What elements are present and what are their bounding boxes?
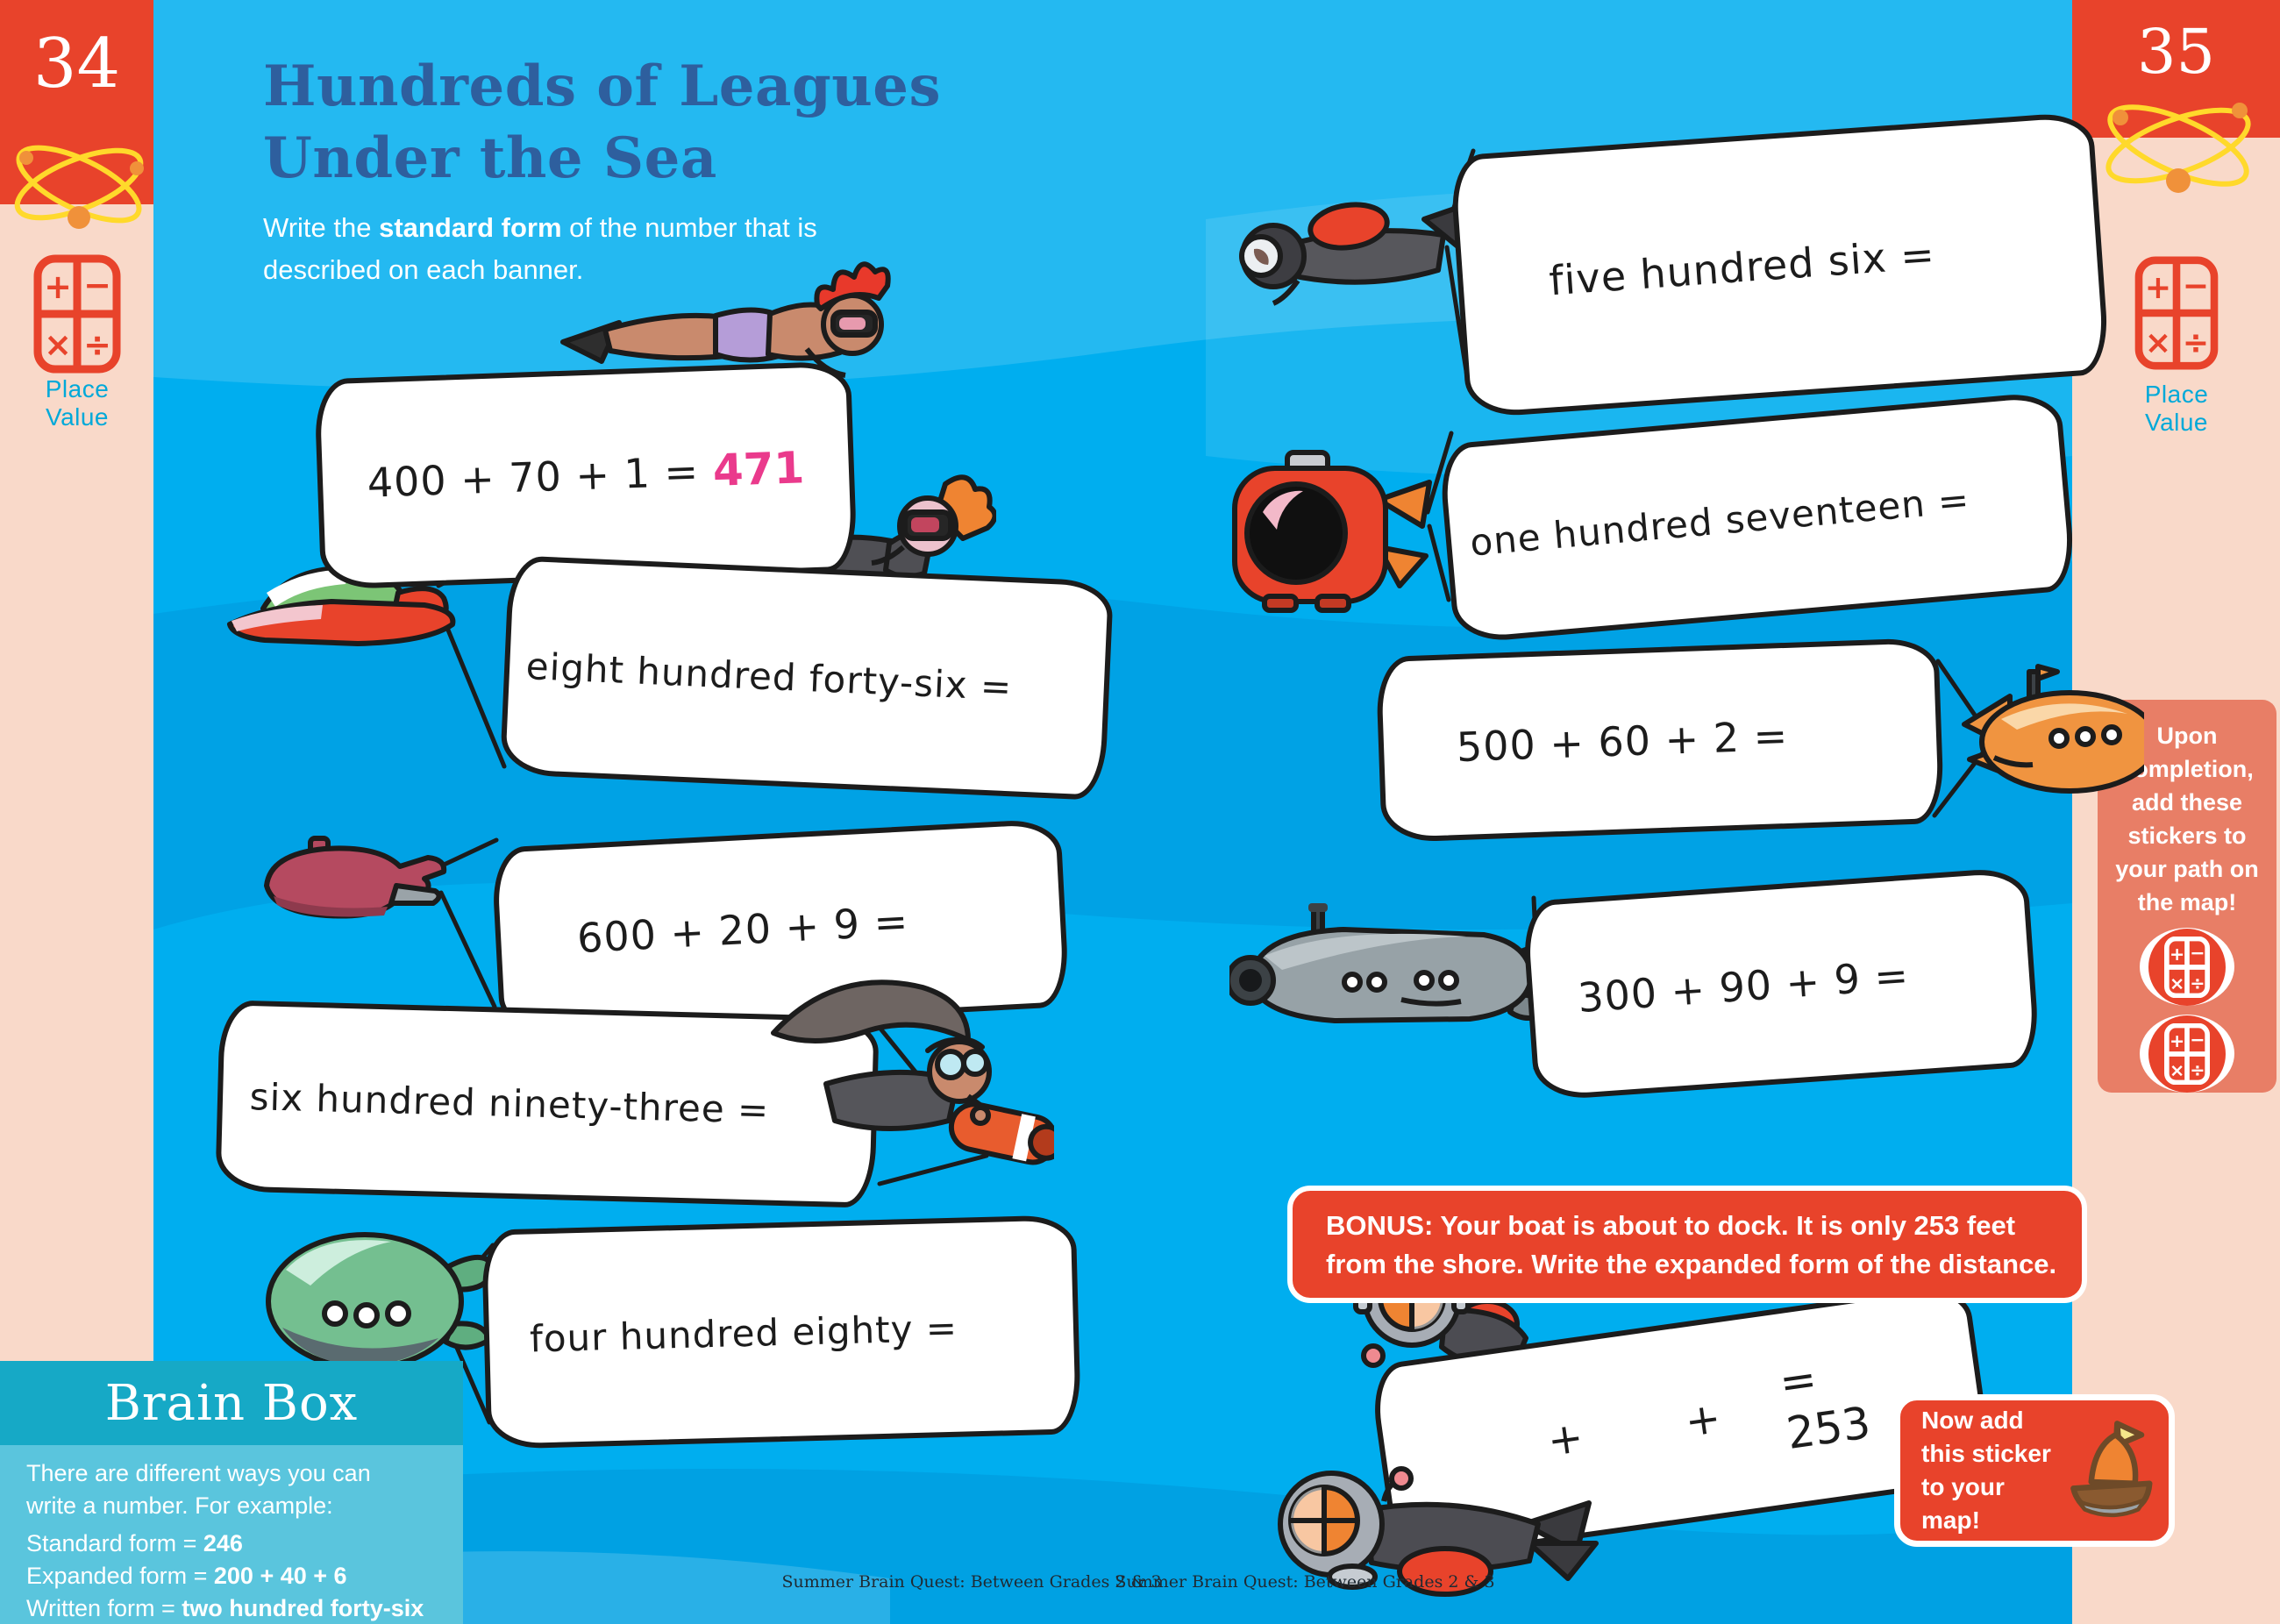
helmet-diver-bottom-illustration (1278, 1466, 1599, 1597)
brain-box-intro-line1: There are different ways you can (26, 1460, 371, 1486)
instructions-bold: standard form (379, 212, 562, 243)
diver-red-tank-illustration (1239, 201, 1471, 306)
svg-text:+: + (2170, 1029, 2184, 1051)
banner-text: eight hundred forty-six = (524, 644, 1014, 709)
footer-credit-right: Summer Brain Quest: Between Grades 2 & 3 (1115, 1572, 1495, 1592)
bonus-blank-3[interactable] (1717, 1386, 1786, 1441)
math-sticker[interactable]: + − × ÷ (2140, 928, 2234, 1006)
answer-blank[interactable] (1907, 947, 1985, 998)
svg-text:−: − (2183, 267, 2209, 304)
page-title-line1: Hundreds of Leagues (263, 53, 941, 119)
answer-blank[interactable] (908, 894, 986, 943)
svg-text:+: + (2170, 943, 2184, 964)
sailboat-icon (2070, 1421, 2153, 1518)
banner-expanded-500-60-2: 500 + 60 + 2 = (1375, 637, 1945, 844)
banner-text: one hundred seventeen = (1468, 477, 1971, 565)
svg-text:+: + (2145, 268, 2171, 306)
row-label: Expanded form = (26, 1563, 214, 1589)
brain-box-header: Brain Box (0, 1361, 463, 1445)
left-page-number-box: 34 (0, 0, 153, 204)
bonus-equals: = 253 (1776, 1353, 1874, 1459)
diver-with-scooter-illustration (771, 979, 1054, 1165)
svg-text:−: − (2190, 1029, 2205, 1050)
footer-credit-left: Summer Brain Quest: Between Grades 2 & 3 (781, 1572, 1162, 1592)
banner-text: four hundred eighty = (529, 1306, 958, 1361)
banner-text: six hundred ninety-three = (249, 1074, 770, 1132)
banner-text: five hundred six = (1547, 230, 1937, 305)
row-label: Standard form = (26, 1530, 203, 1556)
answer-blank[interactable] (1934, 226, 2012, 277)
gray-submarine-illustration (1229, 903, 1557, 1023)
banner-expanded-400-70-1: 400 + 70 + 1 = 471 (313, 360, 859, 590)
instructions-prefix: Write the (263, 212, 380, 243)
answer-blank[interactable] (1787, 710, 1864, 759)
diving-bell-illustration (1232, 450, 1432, 613)
svg-text:÷: ÷ (83, 325, 111, 364)
brain-box-row: Standard form = 246 (26, 1528, 463, 1560)
banner-written-846: eight hundred forty-six = (499, 555, 1115, 801)
svg-text:×: × (44, 325, 72, 364)
atom-icon (2105, 103, 2251, 193)
svg-text:×: × (2170, 972, 2184, 994)
brain-box: Brain Box There are different ways you c… (0, 1361, 463, 1624)
swimmer-illustration (560, 261, 891, 378)
brain-box-row: Expanded form = 200 + 40 + 6 (26, 1560, 463, 1592)
right-category-label: Place Value (2144, 381, 2209, 436)
red-boat-illustration (227, 566, 456, 646)
bonus-line2: from the shore. Write the expanded form … (1326, 1249, 2057, 1279)
svg-text:+: + (44, 267, 72, 306)
page-title-line2: Under the Sea (263, 125, 717, 191)
maroon-submarine-illustration (264, 836, 447, 919)
svg-text:×: × (2145, 324, 2171, 361)
brain-box-row: Written form = two hundred forty-six (26, 1592, 463, 1624)
row-value: 246 (203, 1530, 243, 1556)
math-sticker[interactable]: + − × ÷ (2140, 1015, 2234, 1093)
brain-box-intro-line2: write a number. For example: (26, 1492, 333, 1519)
sticker-math-icon: + − × ÷ (2148, 928, 2226, 1006)
banner-answer: 471 (711, 442, 806, 496)
math-operations-icon: + − × ÷ (2134, 256, 2219, 370)
banner-expanded-300-90-9: 300 + 90 + 9 = (1521, 866, 2041, 1101)
row-value: two hundred forty-six (182, 1595, 424, 1621)
right-page-number: 35 (2136, 16, 2216, 88)
page-title: Hundreds of Leagues Under the Sea (263, 51, 941, 195)
green-submarine-illustration (266, 1232, 497, 1371)
left-category-label: Place Value (45, 375, 110, 431)
orange-submarine-illustration (1962, 664, 2144, 794)
brain-box-title: Brain Box (104, 1374, 359, 1432)
brain-box-body: There are different ways you can write a… (0, 1445, 463, 1624)
left-page-number: 34 (32, 25, 121, 103)
svg-text:−: − (2190, 942, 2205, 963)
map-sticker-note: Now add this sticker to your map! (1894, 1394, 2175, 1547)
row-label: Written form = (26, 1595, 182, 1621)
instructions-suffix: of the number that is described on each … (263, 212, 817, 286)
svg-text:÷: ÷ (2183, 324, 2209, 361)
banner-text: 400 + 70 + 1 = (366, 447, 700, 507)
svg-text:−: − (83, 266, 111, 304)
banner-text: 300 + 90 + 9 = (1576, 951, 1911, 1022)
svg-text:÷: ÷ (2190, 972, 2205, 994)
sticker-math-icon: + − × ÷ (2148, 1015, 2226, 1093)
answer-blank[interactable] (957, 1302, 1033, 1350)
answer-blank[interactable] (1011, 664, 1088, 713)
svg-text:÷: ÷ (2190, 1059, 2205, 1080)
bonus-box: BONUS: Your boat is about to dock. It is… (1287, 1186, 2087, 1303)
banner-written-506: five hundred six = (1449, 110, 2111, 419)
map-note-text: Now add this sticker to your map! (1921, 1407, 2051, 1534)
banner-written-480: four hundred eighty = (481, 1214, 1082, 1449)
banner-text: 500 + 60 + 2 = (1456, 711, 1790, 772)
atom-icon (14, 145, 144, 229)
bonus-line1: BONUS: Your boat is about to dock. It is… (1326, 1210, 2016, 1241)
instructions: Write the standard form of the number th… (263, 207, 824, 291)
answer-blank[interactable] (1968, 469, 2047, 521)
math-operations-icon: + − × ÷ (33, 254, 121, 374)
row-value: 200 + 40 + 6 (213, 1563, 347, 1589)
svg-text:×: × (2170, 1059, 2184, 1080)
